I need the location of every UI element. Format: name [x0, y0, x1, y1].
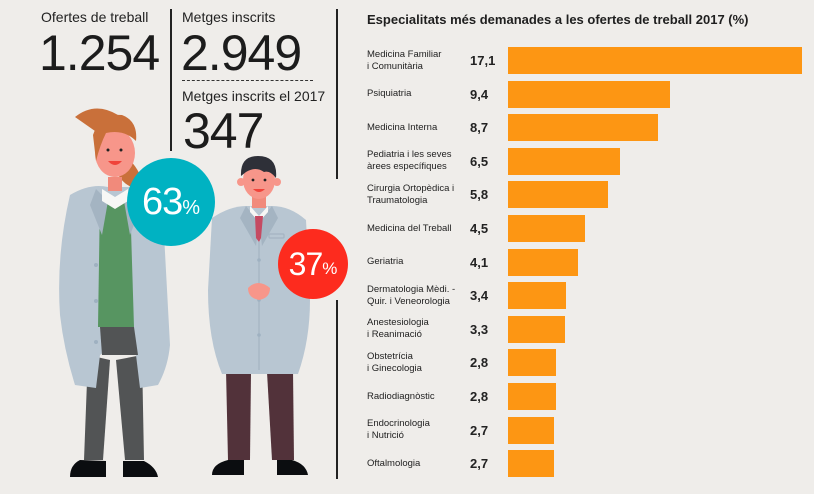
bar — [508, 114, 658, 142]
divider-left — [170, 9, 172, 151]
female-percentage-unit: % — [182, 196, 201, 219]
value-label: 2,8 — [470, 389, 489, 404]
category-label-line: Medicina Familiar — [367, 48, 442, 60]
male-percentage-unit: % — [322, 259, 338, 278]
value-label: 3,4 — [470, 288, 489, 304]
divider-right-bottom — [336, 300, 338, 479]
category-label-line: i Comunitària — [367, 60, 423, 72]
bar — [508, 450, 555, 478]
value-label: 4,5 — [470, 221, 489, 236]
female-doctor-illustration — [59, 108, 170, 477]
bar — [508, 47, 802, 74]
male-percentage-value: 37 — [288, 245, 324, 282]
category-label-line: Cirurgia Ortopèdica i — [367, 182, 455, 194]
bar — [508, 349, 557, 377]
category-label-line: i Nutrició — [367, 430, 404, 442]
bar — [508, 248, 579, 276]
bar — [508, 315, 565, 343]
bar — [508, 147, 620, 175]
category-label-line: Dermatologia Mèdi. - — [367, 283, 456, 295]
bar — [508, 282, 567, 310]
category-label: Medicina del Treball — [367, 215, 467, 242]
divider-right-top — [336, 9, 338, 179]
bar — [508, 181, 608, 209]
category-label-line: àrees específiques — [367, 161, 447, 173]
value-label: 5,8 — [470, 187, 489, 203]
category-label-line: Endocrinologia — [367, 418, 430, 430]
category-label-line: Pediatria i les seves — [367, 149, 452, 161]
category-label: Medicina Familiar i Comunitària — [367, 47, 467, 74]
category-label: Cirurgia Ortopèdica i Traumatologia — [367, 181, 467, 208]
value-label: 9,4 — [470, 86, 489, 102]
value-label: 3,3 — [470, 321, 489, 337]
job-offers-value: 1.254 — [39, 25, 160, 81]
value-label: 2,8 — [470, 355, 489, 371]
category-label: Oftalmologia — [367, 450, 467, 477]
male-doctor-illustration — [208, 156, 310, 475]
category-label: Radiodiagnòstic — [367, 383, 467, 410]
male-percentage-badge: 37% — [278, 229, 348, 299]
category-label-line: Psiquiatria — [367, 88, 412, 100]
registered-doctors-2017-value: 347 — [183, 103, 264, 159]
registered-doctors-label: Metges inscrits — [182, 9, 276, 25]
registered-doctors-2017-label: Metges inscrits el 2017 — [182, 88, 326, 104]
chart-title: Especialitats més demanades a les oferte… — [367, 12, 749, 27]
category-label: Dermatologia Mèdi. - Quir. i Veneorologia — [367, 282, 467, 309]
category-label: Pediatria i les seves àrees específiques — [367, 148, 467, 175]
bar — [508, 80, 670, 108]
category-label-line: Geriatria — [367, 256, 404, 268]
category-label: Obstetrícia i Ginecologia — [367, 349, 467, 376]
category-label-line: Quir. i Veneorologia — [367, 295, 450, 307]
registered-doctors-value: 2.949 — [181, 25, 302, 81]
category-label-line: Traumatologia — [367, 194, 428, 206]
bar — [508, 215, 586, 242]
category-label: Psiquiatria — [367, 81, 467, 108]
bar — [508, 416, 555, 444]
category-label-line: Medicina Interna — [367, 121, 438, 133]
value-label: 2,7 — [470, 422, 489, 438]
value-label: 17,1 — [470, 53, 496, 68]
category-label-line: Anestesiologia — [367, 317, 429, 329]
category-label: Geriatria — [367, 249, 467, 276]
category-label: Anestesiologia i Reanimació — [367, 316, 467, 343]
category-label-line: Medicina del Treball — [367, 222, 452, 234]
category-label-line: i Reanimació — [367, 329, 422, 341]
female-percentage-badge: 63% — [127, 158, 215, 246]
category-label: Endocrinologia i Nutrició — [367, 417, 467, 444]
job-offers-label: Ofertes de treball — [41, 9, 149, 25]
value-label: 6,5 — [470, 153, 489, 169]
category-label-line: i Ginecologia — [367, 362, 422, 374]
category-label-line: Oftalmologia — [367, 457, 421, 469]
value-label: 4,1 — [470, 254, 489, 270]
dashed-divider — [182, 80, 313, 81]
female-percentage-value: 63 — [141, 180, 183, 223]
category-label: Medicina Interna — [367, 114, 467, 141]
category-label-line: Radiodiagnòstic — [367, 390, 435, 402]
category-label-line: Obstetrícia — [367, 350, 413, 362]
bar — [508, 383, 557, 410]
value-label: 2,7 — [470, 456, 489, 472]
value-label: 8,7 — [470, 120, 489, 136]
